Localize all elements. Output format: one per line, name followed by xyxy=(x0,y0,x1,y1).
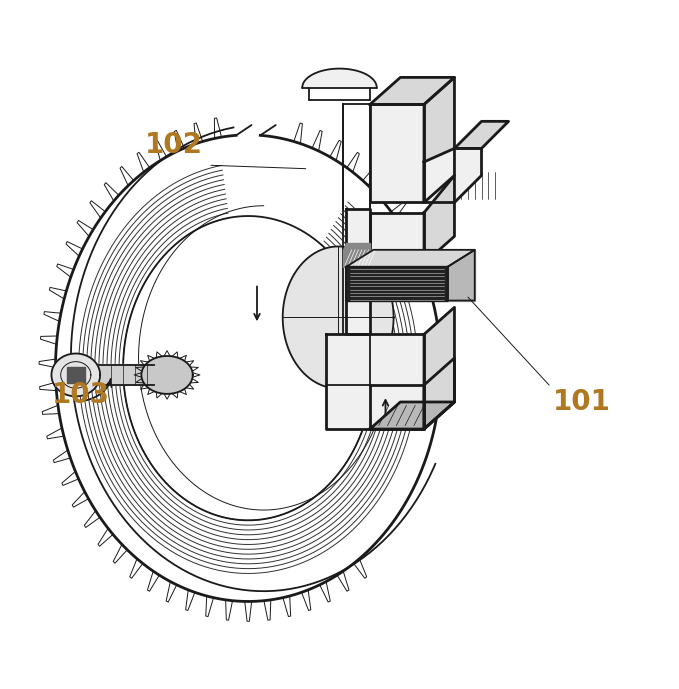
Text: 103: 103 xyxy=(52,381,110,409)
Polygon shape xyxy=(370,105,424,203)
Polygon shape xyxy=(424,176,454,263)
Polygon shape xyxy=(67,367,85,383)
Text: 101: 101 xyxy=(553,388,610,416)
Polygon shape xyxy=(424,77,454,203)
Polygon shape xyxy=(424,148,481,203)
Polygon shape xyxy=(454,121,509,148)
Polygon shape xyxy=(52,353,100,396)
Polygon shape xyxy=(370,385,424,429)
Polygon shape xyxy=(424,307,454,429)
Polygon shape xyxy=(370,213,424,263)
Polygon shape xyxy=(326,334,424,429)
Polygon shape xyxy=(343,243,370,267)
Text: 102: 102 xyxy=(145,131,203,159)
Polygon shape xyxy=(370,402,454,429)
Polygon shape xyxy=(141,356,193,394)
Polygon shape xyxy=(447,250,475,300)
Polygon shape xyxy=(346,209,370,334)
Polygon shape xyxy=(370,77,454,105)
Polygon shape xyxy=(346,250,475,267)
Polygon shape xyxy=(282,247,394,389)
Polygon shape xyxy=(424,358,454,429)
Polygon shape xyxy=(302,69,377,88)
Polygon shape xyxy=(346,267,447,300)
Polygon shape xyxy=(76,364,154,385)
